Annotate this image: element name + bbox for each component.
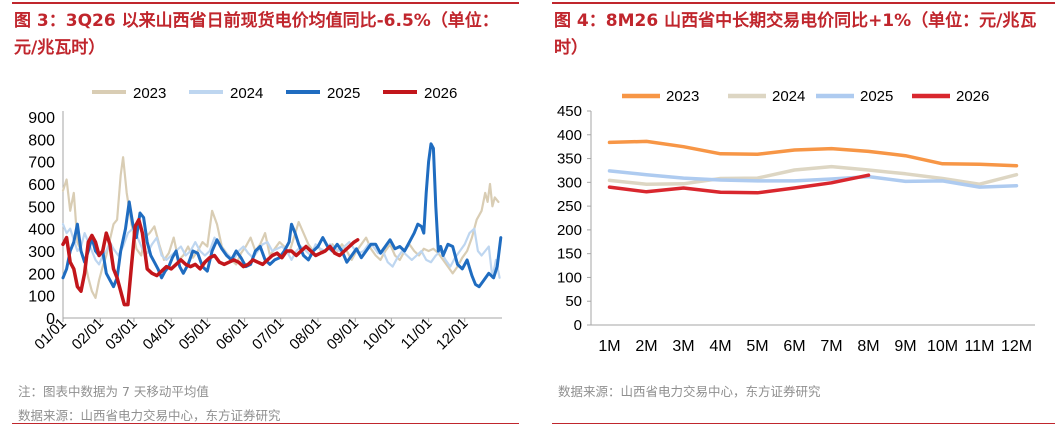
legend-label-2026: 2026 [956, 88, 989, 105]
series-line-2024 [607, 164, 1019, 186]
x-tick-label: 07/01 [249, 315, 288, 354]
x-tick-label: 12/01 [433, 315, 472, 354]
right-figure-source: 数据来源：山西省电力交易中心，东方证券研究 [558, 384, 821, 399]
y-tick-label: 100 [557, 269, 582, 286]
legend-label-2024: 2024 [772, 88, 805, 105]
legend-label-2026: 2026 [424, 85, 457, 102]
left-figure-title: 图 3：3Q26 以来山西省日前现货电价均值同比-6.5%（单位：元/兆瓦时） [14, 11, 499, 58]
right-figure-title: 图 4：8M26 山西省中长期交易电价同比+1%（单位：元/兆瓦时） [554, 11, 1037, 58]
x-tick-label: 11M [965, 338, 995, 355]
legend-label-2025: 2025 [327, 85, 360, 102]
bottom-rule [12, 423, 519, 424]
y-tick-label: 250 [557, 198, 582, 215]
y-tick-label: 150 [557, 246, 582, 263]
series-line-2025 [607, 169, 1019, 189]
x-tick-label: 8M [857, 338, 879, 355]
legend-label-2023: 2023 [666, 88, 699, 105]
right-line-chart: 2023 2024 2025 2026 0 50 100 150 200 250 300 350 400… [557, 88, 1035, 355]
top-rule [12, 2, 519, 4]
x-tick-label: 10/01 [360, 315, 399, 354]
series-line-2024 [61, 223, 501, 279]
legend-label-2024: 2024 [230, 85, 263, 102]
y-tick-label: 0 [574, 317, 582, 334]
top-rule [552, 2, 1055, 4]
x-tick-label: 3M [672, 338, 694, 355]
y-tick-label: 50 [565, 293, 582, 310]
x-tick-label: 2M [635, 338, 657, 355]
left-figure-note: 注：图表中数据为 7 天移动平均值 [18, 384, 209, 399]
y-tick-label: 350 [557, 151, 582, 168]
x-tick-label: 02/01 [69, 315, 108, 354]
series-line-2023 [607, 139, 1019, 168]
x-tick-label: 06/01 [213, 315, 252, 354]
y-tick-label: 450 [557, 103, 582, 120]
y-tick-label: 100 [28, 289, 55, 306]
x-tick-label: 05/01 [176, 315, 215, 354]
x-tick-label: 11/01 [398, 315, 436, 353]
y-tick-label: 200 [557, 222, 582, 239]
x-tick-label: 7M [820, 338, 842, 355]
x-tick-label: 12M [1001, 338, 1032, 355]
left-figure-source: 数据来源：山西省电力交易中心，东方证券研究 [18, 408, 281, 423]
x-tick-label: 08/01 [286, 315, 325, 354]
x-tick-label: 4M [709, 338, 731, 355]
series-line-2025 [61, 142, 503, 289]
x-tick-label: 04/01 [140, 315, 179, 354]
y-tick-label: 500 [28, 199, 55, 216]
y-tick-label: 900 [28, 110, 55, 127]
left-line-chart: 2023 2024 2025 2026 0 100 200 300 400 500 600 700 80… [28, 85, 503, 354]
y-tick-label: 300 [28, 244, 55, 261]
y-tick-label: 400 [557, 127, 582, 144]
y-tick-label: 700 [28, 155, 55, 172]
series-line-2023 [61, 156, 500, 299]
bottom-rule [552, 423, 1055, 424]
y-tick-label: 600 [28, 177, 55, 194]
y-tick-label: 200 [28, 266, 55, 283]
y-tick-label: 0 [46, 311, 55, 328]
y-tick-label: 800 [28, 132, 55, 149]
legend-label-2023: 2023 [133, 85, 166, 102]
x-tick-label: 9M [894, 338, 916, 355]
x-tick-label: 03/01 [102, 315, 141, 354]
x-tick-label: 09/01 [324, 315, 363, 354]
y-tick-label: 300 [557, 174, 582, 191]
x-tick-label: 6M [783, 338, 805, 355]
x-tick-label: 5M [746, 338, 768, 355]
x-tick-label: 1M [598, 338, 620, 355]
series-line-2026 [61, 217, 360, 307]
legend-label-2025: 2025 [860, 88, 893, 105]
x-tick-label: 10M [927, 338, 958, 355]
right-figure-panel: 图 4：8M26 山西省中长期交易电价同比+1%（单位：元/兆瓦时） 2023 2… [540, 0, 1061, 430]
y-tick-label: 400 [28, 222, 55, 239]
left-figure-panel: 图 3：3Q26 以来山西省日前现货电价均值同比-6.5%（单位：元/兆瓦时） … [0, 0, 525, 430]
series-line-2026 [607, 173, 871, 195]
